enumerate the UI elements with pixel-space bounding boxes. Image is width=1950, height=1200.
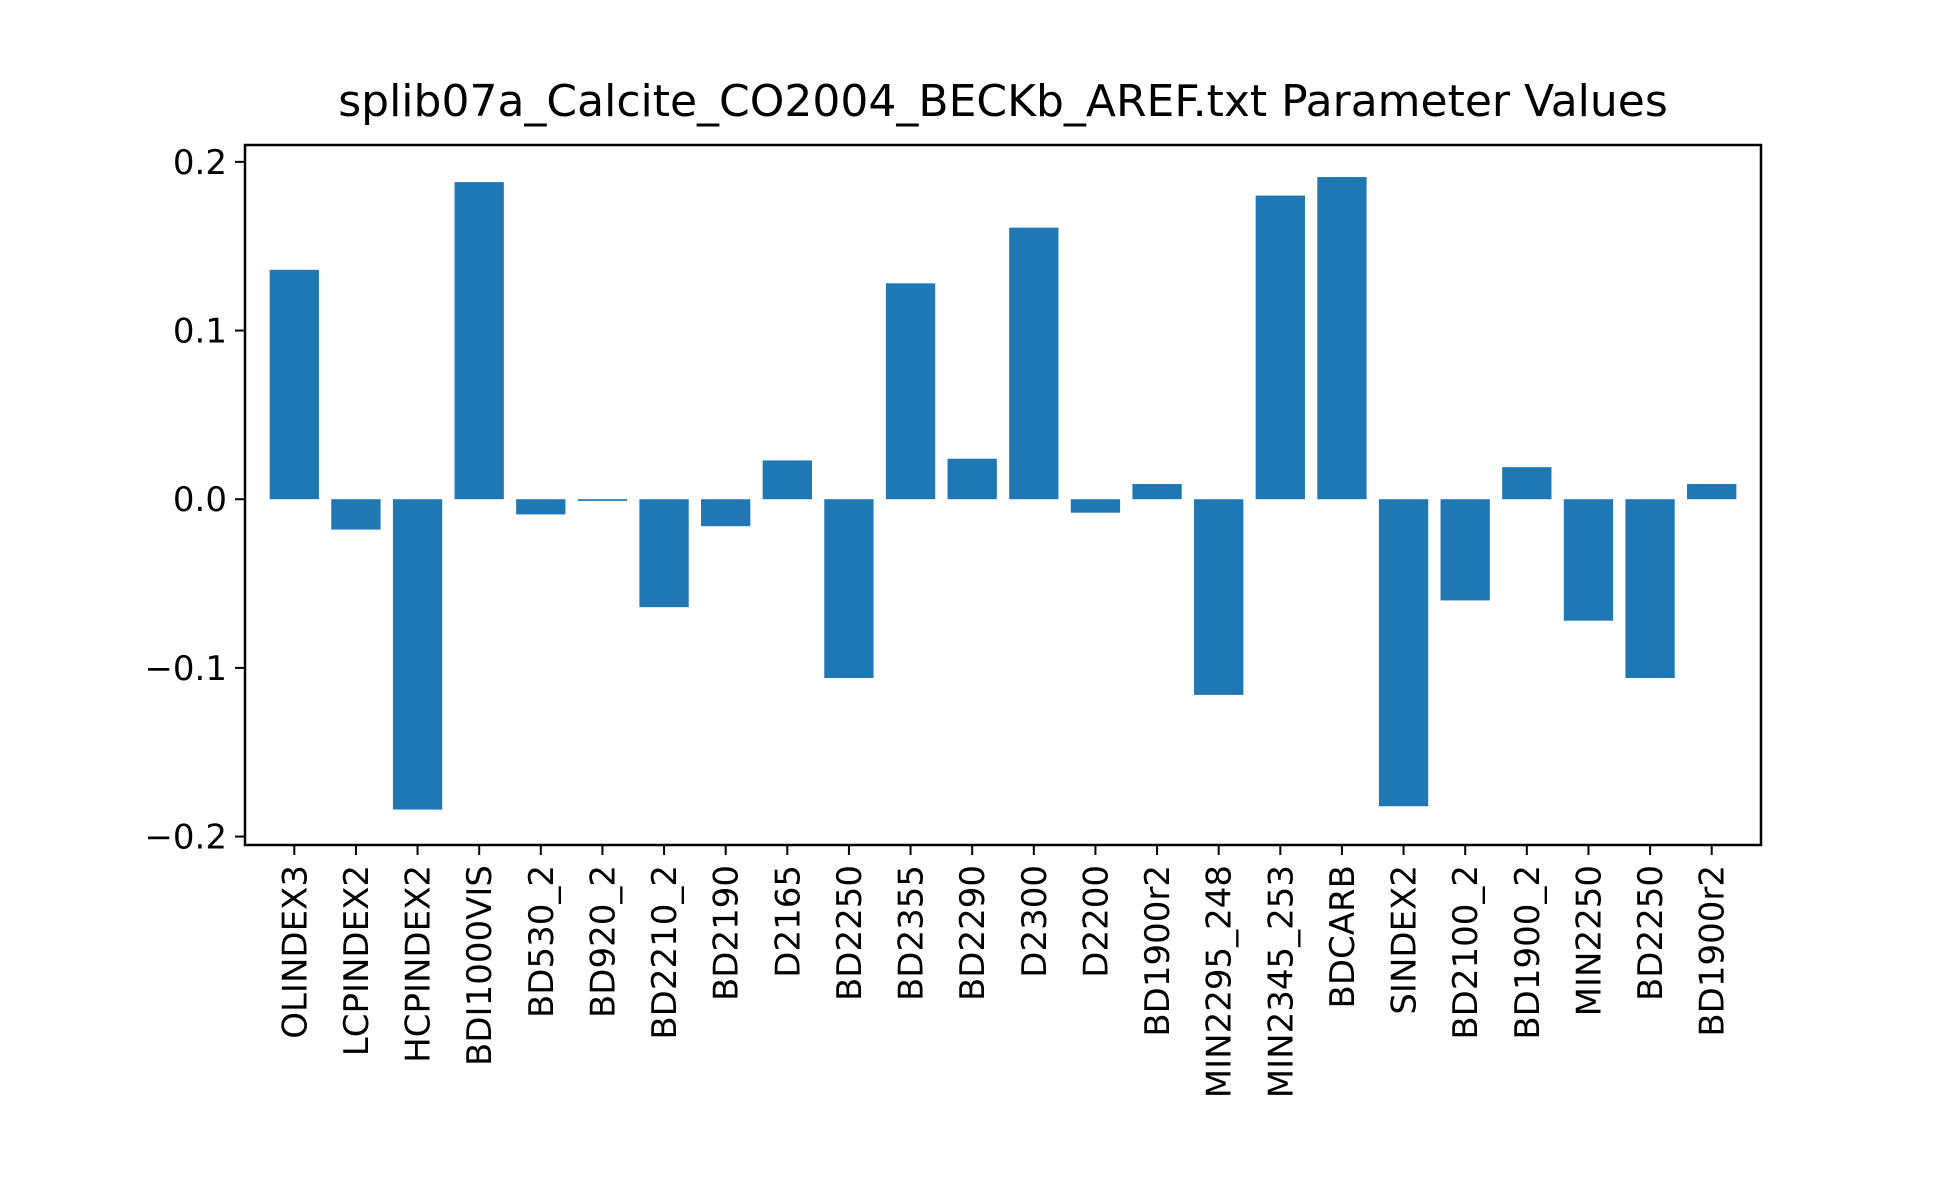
y-tick-label: −0.1	[144, 649, 227, 689]
bar-lcpindex2-1	[331, 499, 381, 530]
x-tick-label: BD1900r2	[1138, 865, 1178, 1037]
bar-bd1900r2-14	[1132, 484, 1182, 500]
bars-layer	[269, 177, 1737, 810]
x-axis: OLINDEX3 LCPINDEX2 HCPINDEX2 BDI1000VIS BD53…	[275, 845, 1733, 1098]
y-tick-label: 0.0	[173, 480, 227, 520]
bar-d2300-12	[1009, 227, 1059, 500]
bar-bdcarb-17	[1317, 177, 1367, 500]
y-tick-label: 0.2	[173, 143, 227, 183]
bar-min2345_253-16	[1255, 195, 1305, 500]
y-axis: −0.2 −0.1 0.0 0.1 0.2	[144, 143, 245, 858]
x-tick-label: D2300	[1015, 865, 1055, 978]
x-tick-label: D2200	[1076, 865, 1116, 978]
bar-d2200-13	[1070, 499, 1121, 513]
bar-bdi1000vis-3	[454, 182, 504, 500]
y-tick-label: 0.1	[173, 312, 227, 352]
bar-bd1900r2-23	[1687, 484, 1737, 500]
bar-bd1900_2-20	[1502, 467, 1552, 500]
bar-bd2250-22	[1625, 499, 1675, 679]
bar-bd2190-7	[701, 499, 751, 527]
bar-bd2355-10	[885, 283, 936, 500]
bar-olindex3-0	[269, 269, 319, 500]
x-tick-label: BD530_2	[522, 865, 562, 1018]
x-tick-label: LCPINDEX2	[337, 865, 377, 1056]
bar-bd2100_2-19	[1440, 499, 1490, 601]
x-tick-label: MIN2345_253	[1261, 865, 1301, 1098]
y-tick-label: −0.2	[144, 818, 227, 858]
bar-min2250-21	[1563, 499, 1614, 621]
x-tick-label: BD2250	[830, 865, 870, 1001]
x-tick-label: BD2190	[707, 865, 747, 1001]
x-tick-label: MIN2295_248	[1200, 865, 1240, 1098]
x-tick-label: BDCARB	[1323, 865, 1363, 1008]
x-tick-label: BD2100_2	[1446, 865, 1486, 1040]
x-tick-label: BD2250	[1631, 865, 1671, 1001]
x-tick-label: HCPINDEX2	[399, 865, 439, 1063]
bar-bd2250-9	[824, 499, 874, 679]
x-tick-label: BDI1000VIS	[460, 865, 500, 1066]
x-tick-label: OLINDEX3	[275, 865, 315, 1039]
x-tick-label: D2165	[768, 865, 808, 978]
x-tick-label: BD2355	[892, 865, 932, 1001]
chart-title: splib07a_Calcite_CO2004_BECKb_AREF.txt P…	[338, 76, 1668, 127]
x-tick-label: BD920_2	[583, 865, 623, 1018]
bar-hcpindex2-2	[392, 499, 443, 810]
bar-bd530_2-4	[516, 499, 566, 515]
plot-frame	[243, 143, 1763, 847]
bar-bd2290-11	[947, 458, 997, 500]
x-tick-label: BD2290	[953, 865, 993, 1001]
x-tick-label: BD1900r2	[1693, 865, 1733, 1037]
bar-sindex2-18	[1378, 499, 1429, 807]
bar-bd920_2-5	[577, 499, 628, 501]
x-tick-label: BD2210_2	[645, 865, 685, 1040]
bar-min2295_248-15	[1194, 499, 1244, 695]
x-tick-label: BD1900_2	[1508, 865, 1548, 1040]
x-tick-label: SINDEX2	[1385, 865, 1425, 1015]
bar-bd2210_2-6	[639, 499, 689, 608]
bar-d2165-8	[762, 460, 812, 500]
x-tick-label: MIN2250	[1569, 865, 1609, 1016]
